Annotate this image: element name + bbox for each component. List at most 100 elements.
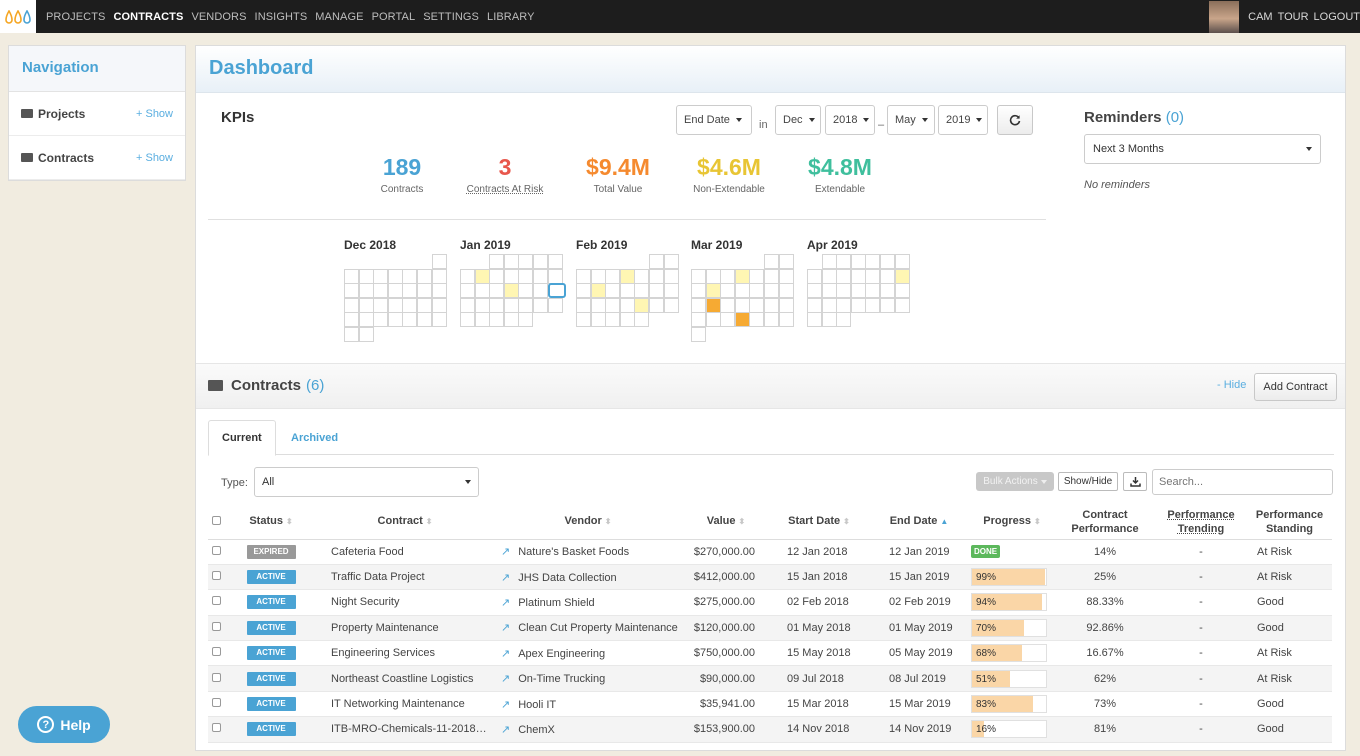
row-checkbox[interactable] (212, 723, 221, 733)
calendar-day[interactable] (734, 312, 750, 328)
vendor-name-link[interactable]: ChemX (518, 723, 555, 736)
calendar-day[interactable] (894, 268, 910, 284)
table-row[interactable]: ACTIVE ITB-MRO-Chemicals-11-2018… ↗ ChemX $1… (208, 716, 1332, 743)
calendar-day[interactable] (807, 268, 822, 284)
topnav-projects[interactable]: PROJECTS (46, 10, 106, 23)
calendar-day[interactable] (894, 283, 910, 299)
external-link-icon[interactable]: ↗ (501, 673, 511, 686)
from-year-select[interactable]: 2018 (825, 105, 875, 135)
calendar-day[interactable] (705, 268, 721, 284)
calendar-day[interactable] (764, 297, 779, 313)
calendar-day[interactable] (547, 268, 563, 284)
table-row[interactable]: EXPIRED Cafeteria Food ↗ Nature's Basket Fo… (208, 539, 1332, 565)
calendar-day[interactable] (749, 268, 765, 284)
calendar-day[interactable] (691, 312, 706, 328)
calendar-day[interactable] (734, 268, 750, 284)
show-hide-columns-button[interactable]: Show/Hide (1058, 472, 1118, 491)
calendar-day[interactable] (358, 327, 374, 342)
topnav-settings[interactable]: SETTINGS (423, 10, 479, 23)
contract-name-link[interactable]: Property Maintenance (331, 621, 439, 634)
calendar-day[interactable] (547, 254, 563, 269)
topnav-vendors[interactable]: VENDORS (191, 10, 247, 23)
calendar-day[interactable] (533, 254, 548, 269)
calendar-day[interactable] (460, 268, 475, 284)
kpi-extendable[interactable]: $4.8M Extendable (785, 154, 895, 195)
calendar-day[interactable] (778, 268, 794, 284)
calendar-day[interactable] (705, 283, 721, 299)
col-end-date[interactable]: End Date ▲ (869, 505, 969, 540)
calendar-day[interactable] (358, 297, 374, 313)
tab-current[interactable]: Current (208, 420, 276, 456)
calendar-day[interactable] (880, 268, 895, 284)
calendar-day[interactable] (358, 268, 374, 284)
external-link-icon[interactable]: ↗ (501, 698, 511, 711)
calendar-day[interactable] (691, 327, 706, 342)
vendor-name-link[interactable]: JHS Data Collection (518, 571, 617, 584)
calendar-day[interactable] (634, 297, 650, 313)
calendar-day[interactable] (894, 297, 910, 313)
calendar-day[interactable] (705, 312, 721, 328)
calendar-day[interactable] (691, 268, 706, 284)
calendar-day[interactable] (836, 283, 852, 299)
contract-name-link[interactable]: Engineering Services (331, 647, 435, 660)
calendar-day[interactable] (850, 283, 866, 299)
calendar-day[interactable] (691, 283, 706, 299)
calendar-day[interactable] (880, 297, 895, 313)
col-start-date[interactable]: Start Date ⬍ (769, 505, 869, 540)
contract-name-link[interactable]: Traffic Data Project (331, 571, 425, 584)
calendar-day[interactable] (576, 283, 591, 299)
calendar-day[interactable] (807, 283, 822, 299)
contract-name-link[interactable]: Night Security (331, 596, 400, 609)
calendar-day[interactable] (373, 312, 389, 328)
calendar-day[interactable] (821, 254, 837, 269)
calendar-day[interactable] (417, 283, 432, 299)
table-row[interactable]: ACTIVE Northeast Coastline Logistics ↗ On-T… (208, 665, 1332, 692)
calendar-day[interactable] (836, 297, 852, 313)
calendar-day[interactable] (489, 283, 505, 299)
calendar-day[interactable] (778, 297, 794, 313)
calendar-day[interactable] (807, 312, 822, 328)
col-vendor[interactable]: Vendor ⬍ (493, 505, 683, 540)
user-menu-link[interactable]: CAM (1248, 10, 1273, 23)
calendar-day[interactable] (720, 312, 736, 328)
calendar-day[interactable] (649, 268, 664, 284)
tab-archived[interactable]: Archived (291, 431, 339, 444)
bulk-actions-button[interactable]: Bulk Actions (976, 472, 1054, 491)
calendar-day[interactable] (402, 312, 418, 328)
contracts-show-link[interactable]: + Show (136, 151, 173, 164)
to-year-select[interactable]: 2019 (938, 105, 988, 135)
calendar-day[interactable] (619, 283, 635, 299)
col-progress[interactable]: Progress ⬍ (969, 505, 1055, 540)
kpi-contracts[interactable]: 189 Contracts (347, 154, 457, 195)
vendor-name-link[interactable]: On-Time Trucking (518, 673, 606, 686)
external-link-icon[interactable]: ↗ (501, 622, 511, 635)
calendar-day[interactable] (373, 297, 389, 313)
calendar-day[interactable] (474, 297, 490, 313)
calendar-day[interactable] (489, 297, 505, 313)
type-filter-select[interactable]: All (254, 467, 479, 497)
table-row[interactable]: ACTIVE Property Maintenance ↗ Clean Cut Pro… (208, 615, 1332, 642)
calendar-day[interactable] (836, 254, 852, 269)
calendar-day[interactable] (460, 312, 475, 328)
contract-name-link[interactable]: Northeast Coastline Logistics (331, 672, 474, 685)
calendar-day[interactable] (850, 268, 866, 284)
calendar-day[interactable] (431, 297, 447, 313)
row-checkbox[interactable] (212, 672, 221, 682)
calendar-day[interactable] (489, 254, 505, 269)
external-link-icon[interactable]: ↗ (501, 571, 511, 584)
calendar-day[interactable] (402, 283, 418, 299)
projects-show-link[interactable]: + Show (136, 107, 173, 120)
calendar-day[interactable] (734, 297, 750, 313)
calendar-day[interactable] (533, 297, 548, 313)
tour-link[interactable]: TOUR (1277, 10, 1309, 23)
calendar-day[interactable] (649, 283, 664, 299)
kpi-contracts-at-risk[interactable]: 3 Contracts At Risk (450, 154, 560, 195)
calendar-day[interactable] (619, 268, 635, 284)
calendar-day[interactable] (807, 297, 822, 313)
calendar-day[interactable] (590, 297, 606, 313)
col-performance-standing[interactable]: Performance Standing (1247, 505, 1332, 540)
calendar-day[interactable] (474, 283, 490, 299)
calendar-day[interactable] (402, 268, 418, 284)
calendar-day[interactable] (387, 268, 403, 284)
calendar-day[interactable] (373, 268, 389, 284)
